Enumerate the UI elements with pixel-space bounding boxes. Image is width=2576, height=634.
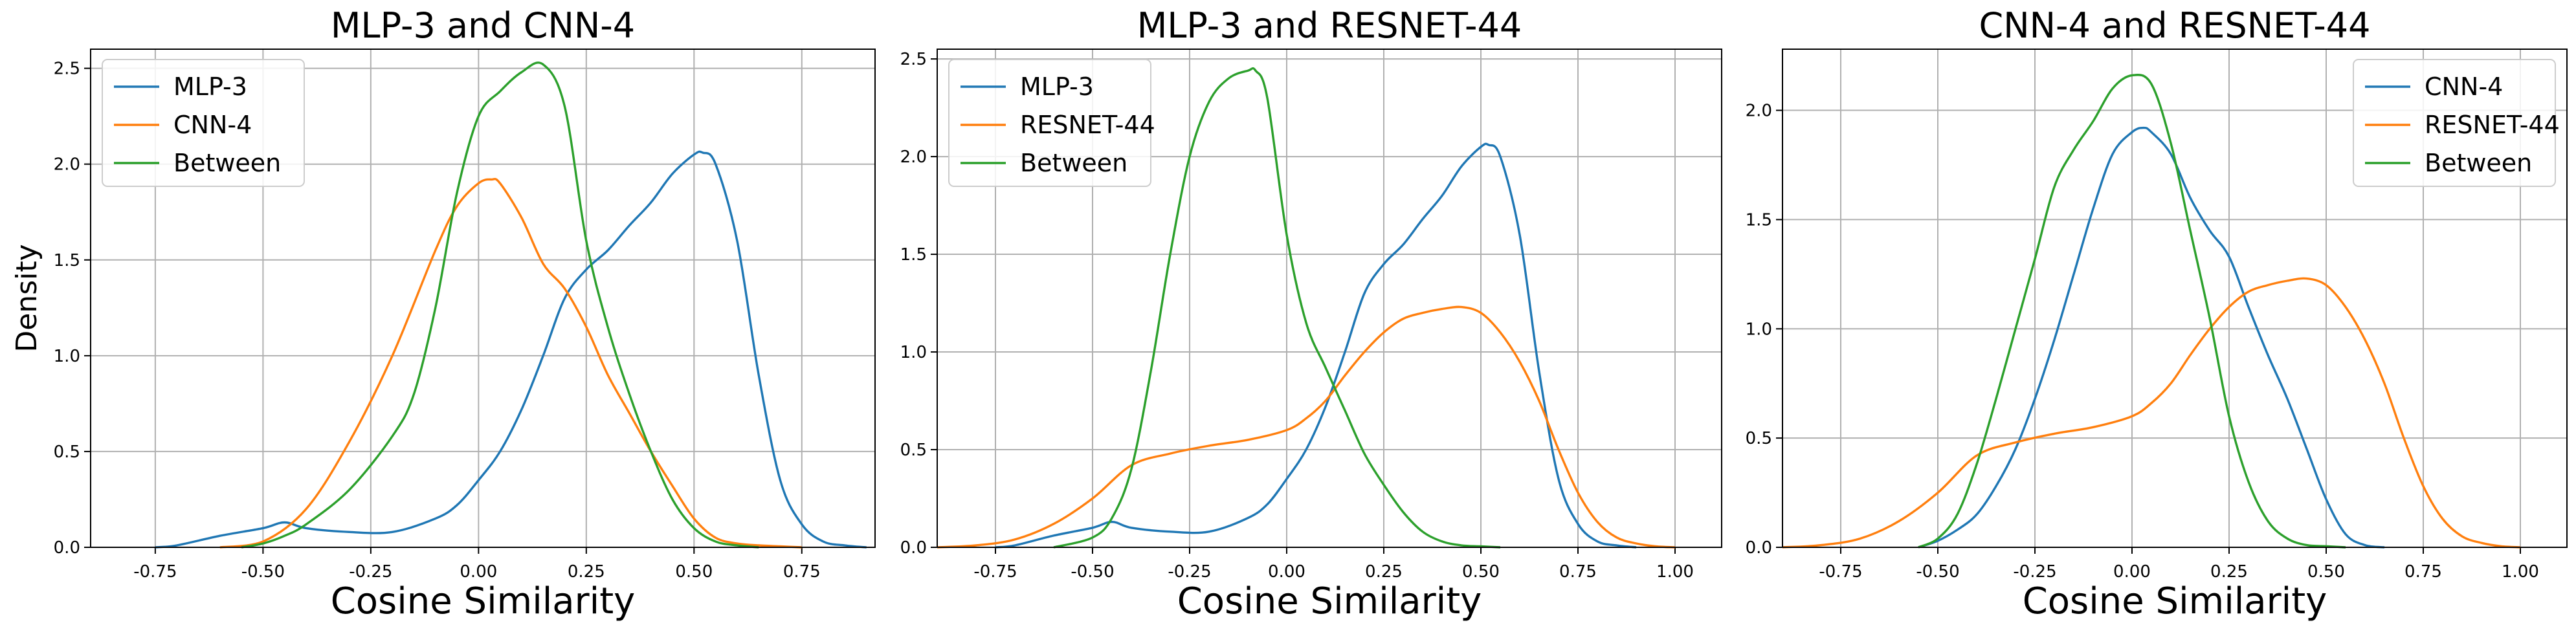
series-line-mlp-3	[155, 150, 867, 549]
series-line-resnet-44	[1782, 277, 2521, 549]
legend-label: RESNET-44	[2425, 111, 2560, 139]
series-line-between	[1053, 67, 1501, 549]
y-axis-label: Density	[10, 244, 43, 352]
y-tick-label: 0.5	[54, 443, 80, 462]
y-tick-label: 1.5	[1746, 210, 1772, 230]
x-tick-label: 0.25	[2210, 562, 2248, 582]
y-tick-label: 2.0	[54, 155, 80, 175]
x-tick-label: -0.25	[1168, 562, 1211, 582]
legend-label: MLP-3	[1020, 72, 1094, 101]
x-tick-label: 0.00	[1268, 562, 1305, 582]
y-tick-label: 1.0	[1746, 320, 1772, 339]
y-tick-label: 1.0	[54, 347, 80, 366]
x-tick-label: -0.25	[349, 562, 392, 582]
chart-panel-3: -0.75 -0.50 -0.25 0.00 0.25 0.50 0.75 1.00 0.0 0.…	[1746, 5, 2568, 622]
series-line-between	[1918, 73, 2346, 549]
legend-label: Between	[173, 149, 281, 177]
x-tick-label: 0.75	[2404, 562, 2442, 582]
legend-label: CNN-4	[2425, 72, 2503, 101]
legend-label: Between	[2425, 149, 2532, 177]
x-tick-label: -0.50	[1916, 562, 1959, 582]
y-tick-label: 2.0	[1746, 102, 1772, 121]
y-tick-label: 2.5	[900, 50, 927, 69]
x-tick-label: 1.00	[2502, 562, 2539, 582]
x-tick-label: 0.00	[460, 562, 497, 582]
y-tick-label: 0.0	[900, 538, 927, 558]
chart-title: CNN-4 and RESNET-44	[1979, 5, 2371, 46]
series-line-cnn-4	[1918, 126, 2385, 549]
y-tick-label: 1.0	[900, 343, 927, 362]
x-tick-label: -0.75	[1819, 562, 1862, 582]
x-tick-label: 0.25	[1365, 562, 1403, 582]
x-tick-label: -0.75	[973, 562, 1017, 582]
x-tick-label: 0.25	[568, 562, 605, 582]
chart-panel-1: -0.75 -0.50 -0.25 0.00 0.25 0.50 0.75 0.0 0.5 1.0…	[10, 5, 876, 622]
legend-label: Between	[1020, 149, 1127, 177]
series-line-resnet-44	[937, 305, 1676, 549]
axes-frame	[937, 49, 1722, 548]
series-line-cnn-4	[219, 177, 802, 549]
x-tick-label: -0.50	[1071, 562, 1114, 582]
y-tick-label: 2.5	[54, 60, 80, 79]
x-tick-label: 0.00	[2113, 562, 2151, 582]
x-axis-label: Cosine Similarity	[331, 580, 636, 622]
y-tick-label: 1.5	[54, 251, 80, 270]
series-line-mlp-3	[995, 142, 1637, 549]
axes-frame	[1782, 49, 2568, 548]
y-tick-label: 2.0	[900, 148, 927, 167]
legend-label: MLP-3	[173, 72, 247, 101]
axes-frame	[90, 49, 876, 548]
legend-label: RESNET-44	[1020, 111, 1155, 139]
chart-panel-2: -0.75 -0.50 -0.25 0.00 0.25 0.50 0.75 1.00 0.0 0.…	[900, 5, 1722, 622]
x-tick-label: 0.50	[2307, 562, 2345, 582]
x-tick-label: 1.00	[1656, 562, 1694, 582]
x-tick-label: 0.50	[1462, 562, 1500, 582]
x-tick-label: -0.75	[133, 562, 177, 582]
x-tick-label: -0.25	[2013, 562, 2056, 582]
chart-title: MLP-3 and RESNET-44	[1137, 5, 1522, 46]
y-tick-label: 0.5	[900, 441, 927, 460]
legend-box	[102, 59, 305, 187]
legend-box	[2353, 59, 2556, 187]
legend-box	[948, 59, 1151, 187]
x-axis-label: Cosine Similarity	[1177, 580, 1482, 622]
chart-title: MLP-3 and CNN-4	[331, 5, 635, 46]
y-tick-label: 0.0	[1746, 538, 1772, 558]
series-line-between	[241, 61, 759, 549]
x-tick-label: 0.75	[1559, 562, 1597, 582]
legend-label: CNN-4	[173, 111, 252, 139]
x-tick-label: 0.50	[675, 562, 713, 582]
x-tick-label: 0.75	[783, 562, 821, 582]
x-axis-label: Cosine Similarity	[2023, 580, 2327, 622]
y-tick-label: 0.0	[54, 538, 80, 558]
y-tick-label: 0.5	[1746, 429, 1772, 448]
y-tick-label: 1.5	[900, 245, 927, 265]
x-tick-label: -0.50	[241, 562, 285, 582]
